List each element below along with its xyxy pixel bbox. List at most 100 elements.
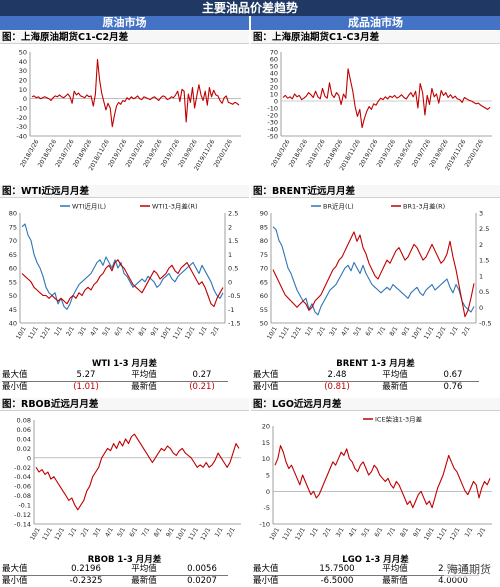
y-tick-label: 0 [27, 454, 31, 462]
page-banner: 主要油品价差趋势 [0, 0, 500, 16]
series-line-main-0 [35, 433, 240, 511]
y-tick-label: 50 [260, 320, 268, 328]
lgo-max-label: 最大值 [253, 564, 279, 574]
y-tick-label: 50 [270, 63, 278, 71]
y-tick-label: 75 [9, 223, 17, 231]
y-tick-label: 30 [19, 67, 27, 75]
panel-title-sc-c1c2: 图：上海原油期货C1-C2月差 [0, 31, 249, 44]
x-tick-label: 10/1 [411, 325, 424, 340]
panel-title-sc-c1c3: 图：上海原油期货C1-C3月差 [251, 31, 500, 44]
x-tick-label: 3/1 [328, 325, 339, 337]
y-tick-label: 20 [270, 84, 278, 92]
y-tick-label: -0.14 [14, 521, 31, 529]
y-tick-label: 0.04 [17, 435, 31, 443]
legend-label: ICE柴油1-3月差 [375, 415, 423, 424]
y-tick-label: -0.06 [14, 483, 31, 491]
x-tick-label: 10/1 [29, 526, 42, 541]
x-tick-label: 1/1 [67, 526, 78, 538]
y-tick-label: -0.12 [14, 511, 31, 519]
y-tick-label: 10 [262, 455, 270, 463]
brent-stats-title: BRENT 1-3 月月差 [336, 359, 415, 369]
y-tick-label: 90 [260, 210, 268, 218]
wti-max-label: 最大值 [2, 370, 28, 380]
y-tick-label: -0.02 [14, 464, 31, 472]
series-line-right-1 [21, 259, 224, 308]
y-right-tick-label: 2.5 [479, 225, 489, 233]
y-right-tick-label: 0.5 [479, 288, 489, 296]
wti-min-value: (1.01) [60, 381, 112, 393]
wti-latest-value: (0.21) [176, 381, 228, 393]
y-tick-label: 20 [262, 423, 270, 431]
x-tick-label: 12/1 [53, 526, 66, 541]
y-right-tick-label: -1.5 [228, 320, 241, 328]
wti-latest-label: 最新值 [112, 381, 176, 393]
x-tick-label: 12/1 [435, 325, 448, 340]
wti-stats-title: WTI 1-3 月月差 [91, 359, 158, 369]
y-tick-label: 65 [260, 278, 268, 286]
y-tick-label: 40 [270, 70, 278, 78]
panel-title-brent: 图：BRENT近远月月差 [251, 185, 500, 198]
lgo-min-value: -6.5000 [311, 575, 363, 587]
rbob-latest-label: 最新值 [112, 575, 176, 587]
y-tick-label: 65 [9, 251, 17, 259]
y-tick-label: 0 [23, 95, 27, 103]
x-tick-label: 12/1 [294, 526, 307, 541]
legend-label: BR1-3月差(R) [403, 202, 445, 211]
rbob-latest-value: 0.0207 [176, 575, 228, 587]
lgo-mean-label: 平均值 [382, 564, 408, 574]
x-tick-label: 12/1 [290, 325, 303, 340]
y-tick-label: -0.04 [14, 473, 31, 481]
x-tick-label: 5/1 [116, 526, 127, 538]
x-tick-label: 1/1 [214, 526, 225, 538]
wti-max-value: 5.27 [76, 370, 96, 380]
y-tick-label: 20 [19, 77, 27, 85]
y-tick-label: -0.1 [18, 502, 31, 510]
y-right-tick-label: 2 [228, 223, 232, 231]
brent-min-label: 最小值 [253, 381, 311, 393]
x-tick-label: 10/1 [266, 325, 279, 340]
y-tick-label: 60 [270, 56, 278, 64]
rbob-stats-table: 最大值 0.2196 平均值 0.0056 最小值 -0.2325 最新值 0.… [2, 564, 228, 587]
x-tick-label: 4/1 [89, 325, 100, 337]
wti-stats-table: 最大值 5.27 平均值 0.27 最小值 (1.01) 最新值 (0.21) [2, 370, 228, 393]
x-tick-label: 11/1 [172, 325, 185, 340]
sc-c1c2-chart: -40-30-20-10010203040502018/3/262018/5/2… [0, 44, 249, 184]
brent-max-value: 2.48 [327, 370, 347, 380]
legend-label: WTI近月(L) [72, 202, 106, 211]
x-tick-label: 8/1 [399, 526, 410, 538]
rbob-min-value: -0.2325 [60, 575, 112, 587]
y-tick-label: -20 [267, 112, 278, 120]
brent-mean-value: 0.67 [443, 370, 463, 380]
y-right-tick-label: 0.5 [228, 265, 238, 273]
x-tick-label: 11/1 [278, 325, 291, 340]
x-tick-label: 5/1 [360, 526, 371, 538]
x-tick-label: 4/1 [340, 325, 351, 337]
x-tick-label: 12/1 [199, 526, 212, 541]
x-tick-label: 8/1 [153, 526, 164, 538]
x-tick-label: 5/1 [101, 325, 112, 337]
x-tick-label: 10/1 [268, 526, 281, 541]
legend-label: BR近月(L) [323, 202, 354, 211]
x-tick-label: 1/1 [449, 325, 460, 337]
y-right-tick-label: 1.5 [479, 257, 489, 265]
x-tick-label: 2/1 [476, 526, 487, 538]
x-tick-label: 11/1 [187, 526, 200, 541]
y-right-tick-label: 1 [228, 251, 232, 259]
x-tick-label: 1/1 [464, 526, 475, 538]
panel-title-wti: 图：WTI近远月月差 [0, 185, 249, 198]
y-tick-label: 50 [9, 292, 17, 300]
rbob-chart: -0.14 -0.12-0.1 -0.08-0.06 -0.04-0.02 00.02 0… [0, 412, 249, 550]
x-tick-label: 5/1 [352, 325, 363, 337]
y-tick-label: 15 [262, 439, 270, 447]
rbob-mean-label: 平均值 [131, 564, 157, 574]
lgo-stats-title: LGO 1-3 月月差 [342, 555, 409, 565]
x-tick-label: 6/1 [373, 526, 384, 538]
watermark-logo: 海通期货 [444, 560, 494, 578]
x-tick-label: 11/1 [423, 325, 436, 340]
lgo-latest-label: 最新值 [363, 575, 427, 587]
x-tick-label: 1/1 [304, 325, 315, 337]
y-right-tick-label: -0.5 [479, 320, 492, 328]
y-tick-label: 0 [274, 98, 278, 106]
x-tick-label: 4/1 [348, 526, 359, 538]
series-line-left-0 [272, 226, 475, 316]
